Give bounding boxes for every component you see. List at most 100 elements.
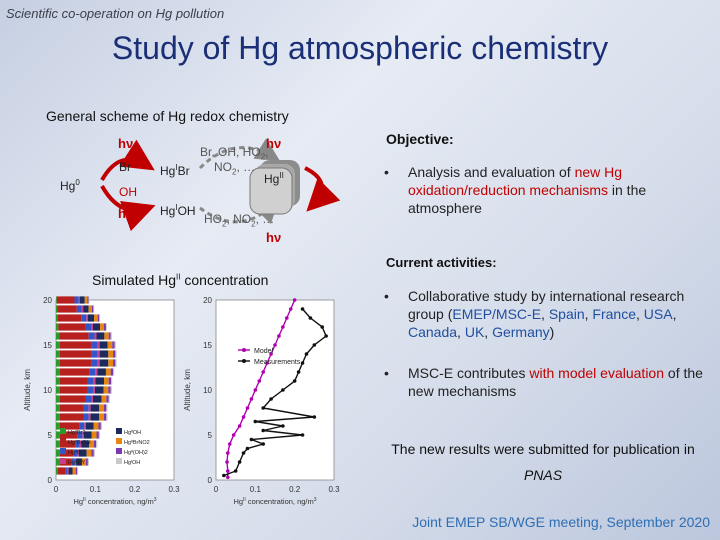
profile-line-chart: 0 0.1 0.2 0.3 0 5 10 15 20 HgII concentration, ng…: [183, 296, 340, 506]
bar-segment: [56, 314, 58, 322]
bar-segment: [78, 449, 87, 457]
bar-segment: [112, 341, 115, 349]
series-point-0: [273, 343, 277, 347]
bar-segment: [56, 332, 60, 340]
footer: Joint EMEP SB/WGE meeting, September 202…: [412, 514, 710, 530]
bar-segment: [56, 395, 60, 403]
bar-segment: [97, 359, 100, 367]
bar-segment: [59, 377, 88, 385]
bar-segment: [83, 413, 89, 421]
legend-swatch: [116, 458, 122, 464]
stacked-bar-chart: 0 0.1 0.2 0.3 0 5 10 15 20 HgII concentration, ng…: [23, 296, 180, 506]
bar-segment: [95, 377, 104, 385]
bar-segment: [99, 404, 104, 412]
bar-segment: [93, 422, 99, 430]
bar-segment: [56, 368, 60, 376]
series-point-1: [261, 406, 265, 410]
bar-segment: [77, 431, 83, 439]
bar-segment: [56, 359, 60, 367]
bar-segment: [91, 395, 93, 403]
bar-segment: [59, 386, 88, 394]
bar-segment: [99, 413, 104, 421]
bar-chart-xtick: 0.1: [90, 485, 102, 494]
bar-segment: [86, 449, 92, 457]
oh-label: OH: [119, 185, 137, 199]
bar-segment: [91, 359, 98, 367]
series-point-0: [249, 397, 254, 401]
bar-segment: [76, 458, 82, 466]
scheme-heading: General scheme of Hg redox chemistry: [46, 108, 289, 124]
bar-segment: [106, 413, 108, 421]
bar-chart-xlabel: HgII concentration, ng/m3: [73, 497, 156, 506]
bar-segment: [103, 404, 107, 412]
redox-scheme-arrows: [100, 138, 341, 232]
bar-chart-ytick: 0: [48, 476, 53, 485]
bar-chart-xtick: 0: [54, 485, 59, 494]
hv-label-4: hν: [266, 230, 282, 245]
legend-label: Measurements: [254, 359, 301, 366]
bar-segment: [56, 422, 60, 430]
bar-segment: [113, 368, 115, 376]
bar-segment: [79, 440, 82, 448]
bar-segment: [85, 323, 92, 331]
series-point-0: [241, 415, 246, 419]
bar-segment: [100, 422, 103, 430]
bar-segment: [78, 296, 80, 304]
bar-segment: [114, 341, 116, 349]
bar-chart-ytick: 20: [43, 296, 52, 305]
bar-segment: [88, 413, 91, 421]
bar-segment: [56, 323, 59, 331]
line-chart-xtick: 0.2: [289, 485, 301, 494]
series-point-1: [308, 316, 313, 320]
series-point-1: [292, 379, 297, 383]
bar-segment: [84, 296, 88, 304]
bar-segment: [99, 341, 108, 349]
line-chart-xtick: 0.3: [328, 485, 340, 494]
bar-chart-ylabel: Altitude, km: [23, 369, 32, 411]
legend-marker: [242, 359, 246, 363]
series-point-1: [237, 460, 242, 464]
legend-label: HgᴵᴵBr: [68, 449, 83, 456]
bar-segment: [71, 458, 75, 466]
legend-label: HgᴵBrY: [68, 459, 85, 466]
bar-segment: [94, 386, 104, 394]
bar-segment: [97, 314, 100, 322]
legend-label: HgᴵOH: [124, 459, 140, 466]
line-chart-ytick: 10: [203, 386, 212, 395]
bar-segment: [58, 323, 86, 331]
bar-segment: [91, 341, 98, 349]
legend-swatch: [60, 428, 66, 434]
series-point-1: [261, 442, 265, 446]
bar-segment: [90, 413, 100, 421]
bar-segment: [108, 395, 110, 403]
bar-segment: [87, 458, 90, 466]
bar-segment: [84, 422, 86, 430]
bar-segment: [100, 323, 104, 331]
bar-segment: [88, 404, 91, 412]
bar-segment: [59, 413, 84, 421]
bar-segment: [90, 404, 100, 412]
line-chart-ytick: 0: [208, 476, 213, 485]
series-point-0: [237, 424, 242, 428]
bar-segment: [74, 458, 77, 466]
series-point-1: [296, 370, 301, 374]
legend-label: HgᴵᴵBr2: [68, 429, 85, 436]
arrow-hgII-loop: [304, 166, 341, 212]
series-point-0: [257, 379, 262, 383]
bar-segment: [97, 368, 106, 376]
bar-segment: [110, 332, 112, 340]
series-point-1: [312, 415, 317, 419]
bar-segment: [56, 467, 58, 475]
bar-segment: [79, 422, 85, 430]
bar-segment: [57, 314, 82, 322]
bar-chart-ytick: 5: [48, 431, 53, 440]
bar-segment: [115, 350, 117, 358]
legend-swatch: [60, 458, 66, 464]
bar-segment: [56, 449, 60, 457]
bar-segment: [73, 449, 78, 457]
oxidants-line1: Br, OH, HO2,: [200, 145, 269, 162]
bar-segment: [75, 440, 80, 448]
series-point-0: [231, 433, 236, 437]
legend-swatch: [116, 428, 122, 434]
bar-segment: [59, 341, 92, 349]
